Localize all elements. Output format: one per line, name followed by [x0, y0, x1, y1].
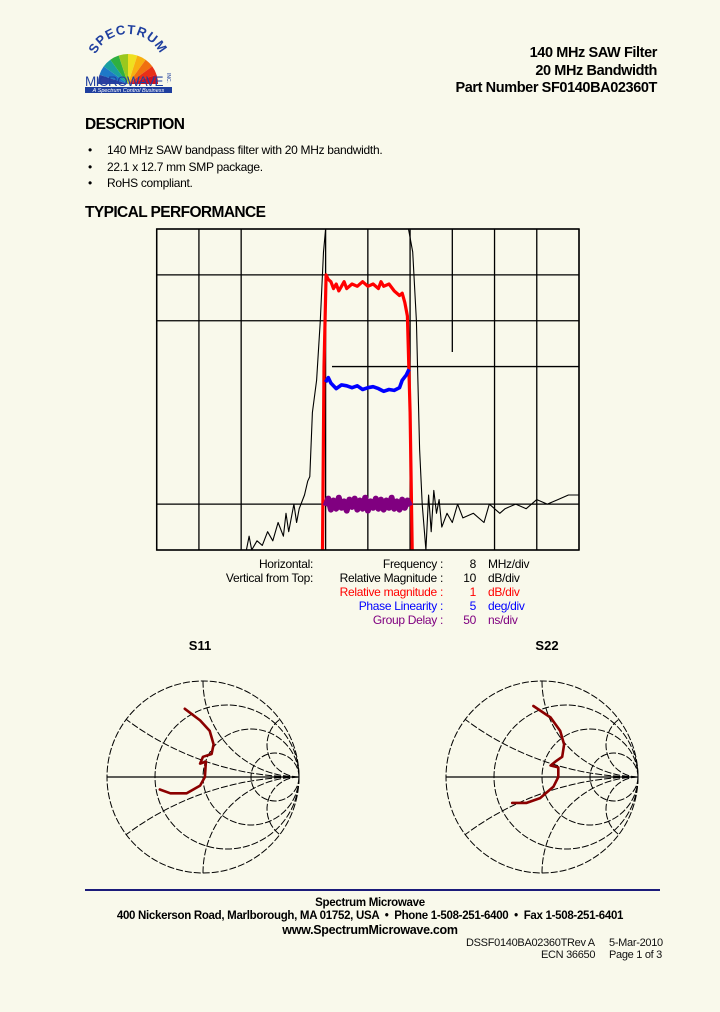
description-item: • 140 MHz SAW bandpass filter with 20 MHz…	[88, 143, 383, 157]
logo-top-text: SPECTRUM	[85, 22, 170, 56]
doc-date: 5-Mar-2010	[609, 937, 663, 949]
logo-tagline: A Spectrum Control Business	[92, 88, 165, 94]
reactance-arc	[125, 776, 300, 836]
logo-main-text: MICROWAVE	[85, 74, 163, 89]
logo-rainbow-segment	[128, 54, 138, 84]
footer-company: Spectrum Microwave	[315, 897, 425, 909]
logo-rainbow-segment	[118, 54, 128, 84]
legend-name: Relative Magnitude :	[339, 571, 444, 585]
legend-value: 1	[469, 585, 477, 599]
magnitude-passband-trace	[320, 273, 414, 551]
phase-linearity-trace	[324, 368, 411, 394]
resistance-circle	[250, 752, 300, 802]
smith-chart-s22	[446, 680, 639, 874]
doc-ecn: ECN 36650	[541, 949, 596, 961]
legend-name: Frequency :	[382, 557, 443, 571]
unit-circle	[106, 680, 300, 874]
logo-rainbow-segment	[128, 55, 146, 84]
resistance-circle	[493, 704, 639, 850]
legend-value: 10	[463, 571, 476, 585]
reactance-arc	[541, 680, 639, 778]
magnitude-wide-trace	[156, 228, 579, 551]
reactance-arc	[464, 718, 639, 778]
doc-number: DSSF0140BA02360T	[466, 937, 567, 949]
logo-rainbow-segment	[99, 66, 128, 84]
reactance-arc	[266, 719, 300, 778]
unit-circle	[445, 680, 639, 874]
reactance-arc	[125, 718, 300, 778]
svg-text:SPECTRUM: SPECTRUM	[85, 22, 171, 56]
group-delay-trace	[322, 494, 413, 514]
reactance-arc	[202, 776, 300, 874]
legend-value: 5	[469, 599, 477, 613]
reactance-arc	[605, 719, 639, 778]
resistance-circle	[589, 752, 639, 802]
product-title: 140 MHz SAW Filter	[529, 45, 658, 61]
logo-tagline-bar	[85, 87, 172, 93]
reactance-arc	[605, 776, 639, 835]
resistance-circle	[202, 728, 300, 826]
legend-name: Relative magnitude :	[339, 585, 444, 599]
s11-title: S11	[188, 638, 212, 653]
s22-title: S22	[535, 638, 559, 653]
legend-unit: ns/div	[488, 613, 518, 627]
legend-unit: dB/div	[488, 585, 520, 599]
doc-page: Page 1 of 3	[609, 949, 662, 961]
description-item: • 22.1 x 12.7 mm SMP package.	[88, 160, 263, 174]
logo-rainbow	[98, 54, 158, 84]
part-number: Part Number SF0140BA02360T	[455, 80, 657, 96]
performance-heading: TYPICAL PERFORMANCE	[85, 204, 266, 221]
legend-value: 8	[469, 557, 477, 571]
chart-frame	[155, 228, 580, 551]
logo-suffix: INC.	[165, 73, 171, 83]
resistance-circle	[154, 704, 300, 850]
footer-address: 400 Nickerson Road, Marlborough, MA 0175…	[116, 910, 624, 922]
logo-rainbow-segment	[128, 74, 158, 84]
resistance-circle	[541, 728, 639, 826]
logo-rainbow-segment	[128, 66, 157, 84]
legend-name: Group Delay :	[372, 613, 443, 627]
smith-chart-s11	[107, 680, 300, 874]
logo-rainbow-segment	[98, 74, 128, 84]
footer-rule	[85, 889, 660, 891]
logo-rainbow-segment	[128, 59, 153, 84]
product-bandwidth: 20 MHz Bandwidth	[535, 63, 657, 79]
chart-grid	[156, 228, 580, 551]
reactance-arc	[202, 680, 300, 778]
legend-horizontal-label: Horizontal:	[258, 557, 313, 571]
legend-unit: MHz/div	[488, 557, 530, 571]
reactance-arc	[464, 776, 639, 836]
footer-website[interactable]: www.SpectrumMicrowave.com	[282, 923, 458, 937]
legend-name: Phase Linearity :	[358, 599, 444, 613]
description-item: • RoHS compliant.	[88, 176, 193, 190]
doc-revision: Rev A	[567, 937, 595, 949]
logo-rainbow-segment	[110, 55, 128, 84]
description-heading: DESCRIPTION	[85, 116, 185, 133]
reflection-trace	[158, 707, 215, 795]
reflection-trace	[510, 704, 566, 805]
reactance-arc	[266, 776, 300, 835]
legend-value: 50	[463, 613, 476, 627]
legend-unit: deg/div	[488, 599, 525, 613]
logo-rainbow-segment	[103, 59, 128, 84]
legend-unit: dB/div	[488, 571, 520, 585]
legend-vertical-label: Vertical from Top:	[225, 571, 313, 585]
reactance-arc	[541, 776, 639, 874]
